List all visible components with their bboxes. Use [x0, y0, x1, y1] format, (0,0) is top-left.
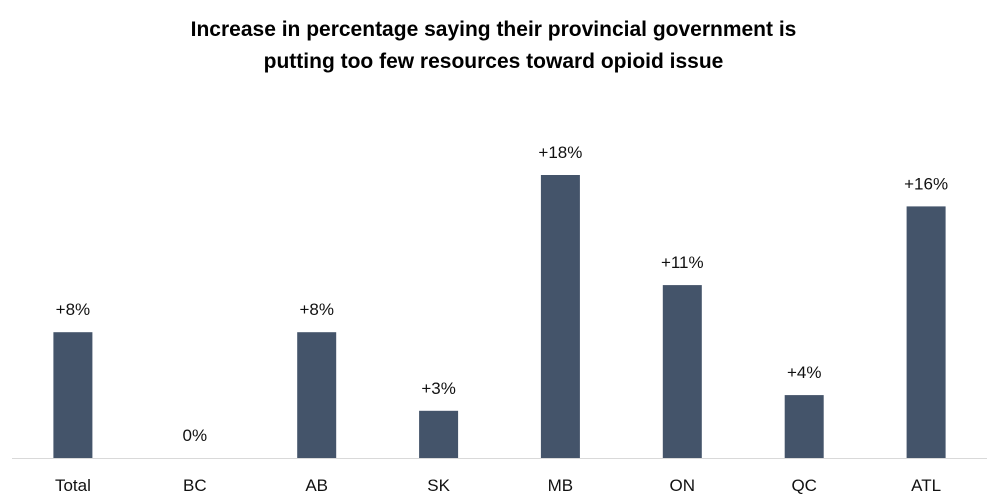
bar-on — [662, 285, 702, 458]
data-label-qc: +4% — [787, 363, 822, 382]
bars-group — [53, 175, 946, 458]
chart-title-line-1: Increase in percentage saying their prov… — [190, 18, 797, 41]
x-tick-label-total: Total — [55, 476, 91, 495]
x-tick-label-bc: BC — [183, 476, 207, 495]
x-tick-label-sk: SK — [427, 476, 450, 495]
data-label-on: +11% — [661, 253, 704, 272]
x-tick-label-ab: AB — [305, 476, 328, 495]
data-label-atl: +16% — [904, 174, 948, 193]
x-tick-label-atl: ATL — [911, 476, 941, 495]
bar-mb — [540, 175, 580, 458]
data-label-mb: +18% — [538, 143, 582, 162]
data-label-bc: 0% — [183, 426, 208, 445]
data-labels-group: +8% 0% +8% +3% +18% +11% +4% +16% — [56, 143, 948, 445]
bar-atl — [906, 206, 946, 458]
chart-title-line-2: putting too few resources toward opioid … — [263, 50, 724, 73]
bar-sk — [419, 410, 459, 458]
x-tick-label-qc: QC — [791, 476, 817, 495]
bar-total — [53, 332, 93, 458]
data-label-ab: +8% — [299, 300, 334, 319]
data-label-sk: +3% — [421, 379, 456, 398]
x-tick-labels-group: Total BC AB SK MB ON QC ATL — [55, 476, 941, 495]
x-tick-label-on: ON — [670, 476, 696, 495]
x-tick-label-mb: MB — [548, 476, 574, 495]
bar-qc — [784, 395, 824, 458]
chart-title: Increase in percentage saying their prov… — [0, 14, 987, 78]
data-label-total: +8% — [56, 300, 91, 319]
bar-ab — [297, 332, 337, 458]
